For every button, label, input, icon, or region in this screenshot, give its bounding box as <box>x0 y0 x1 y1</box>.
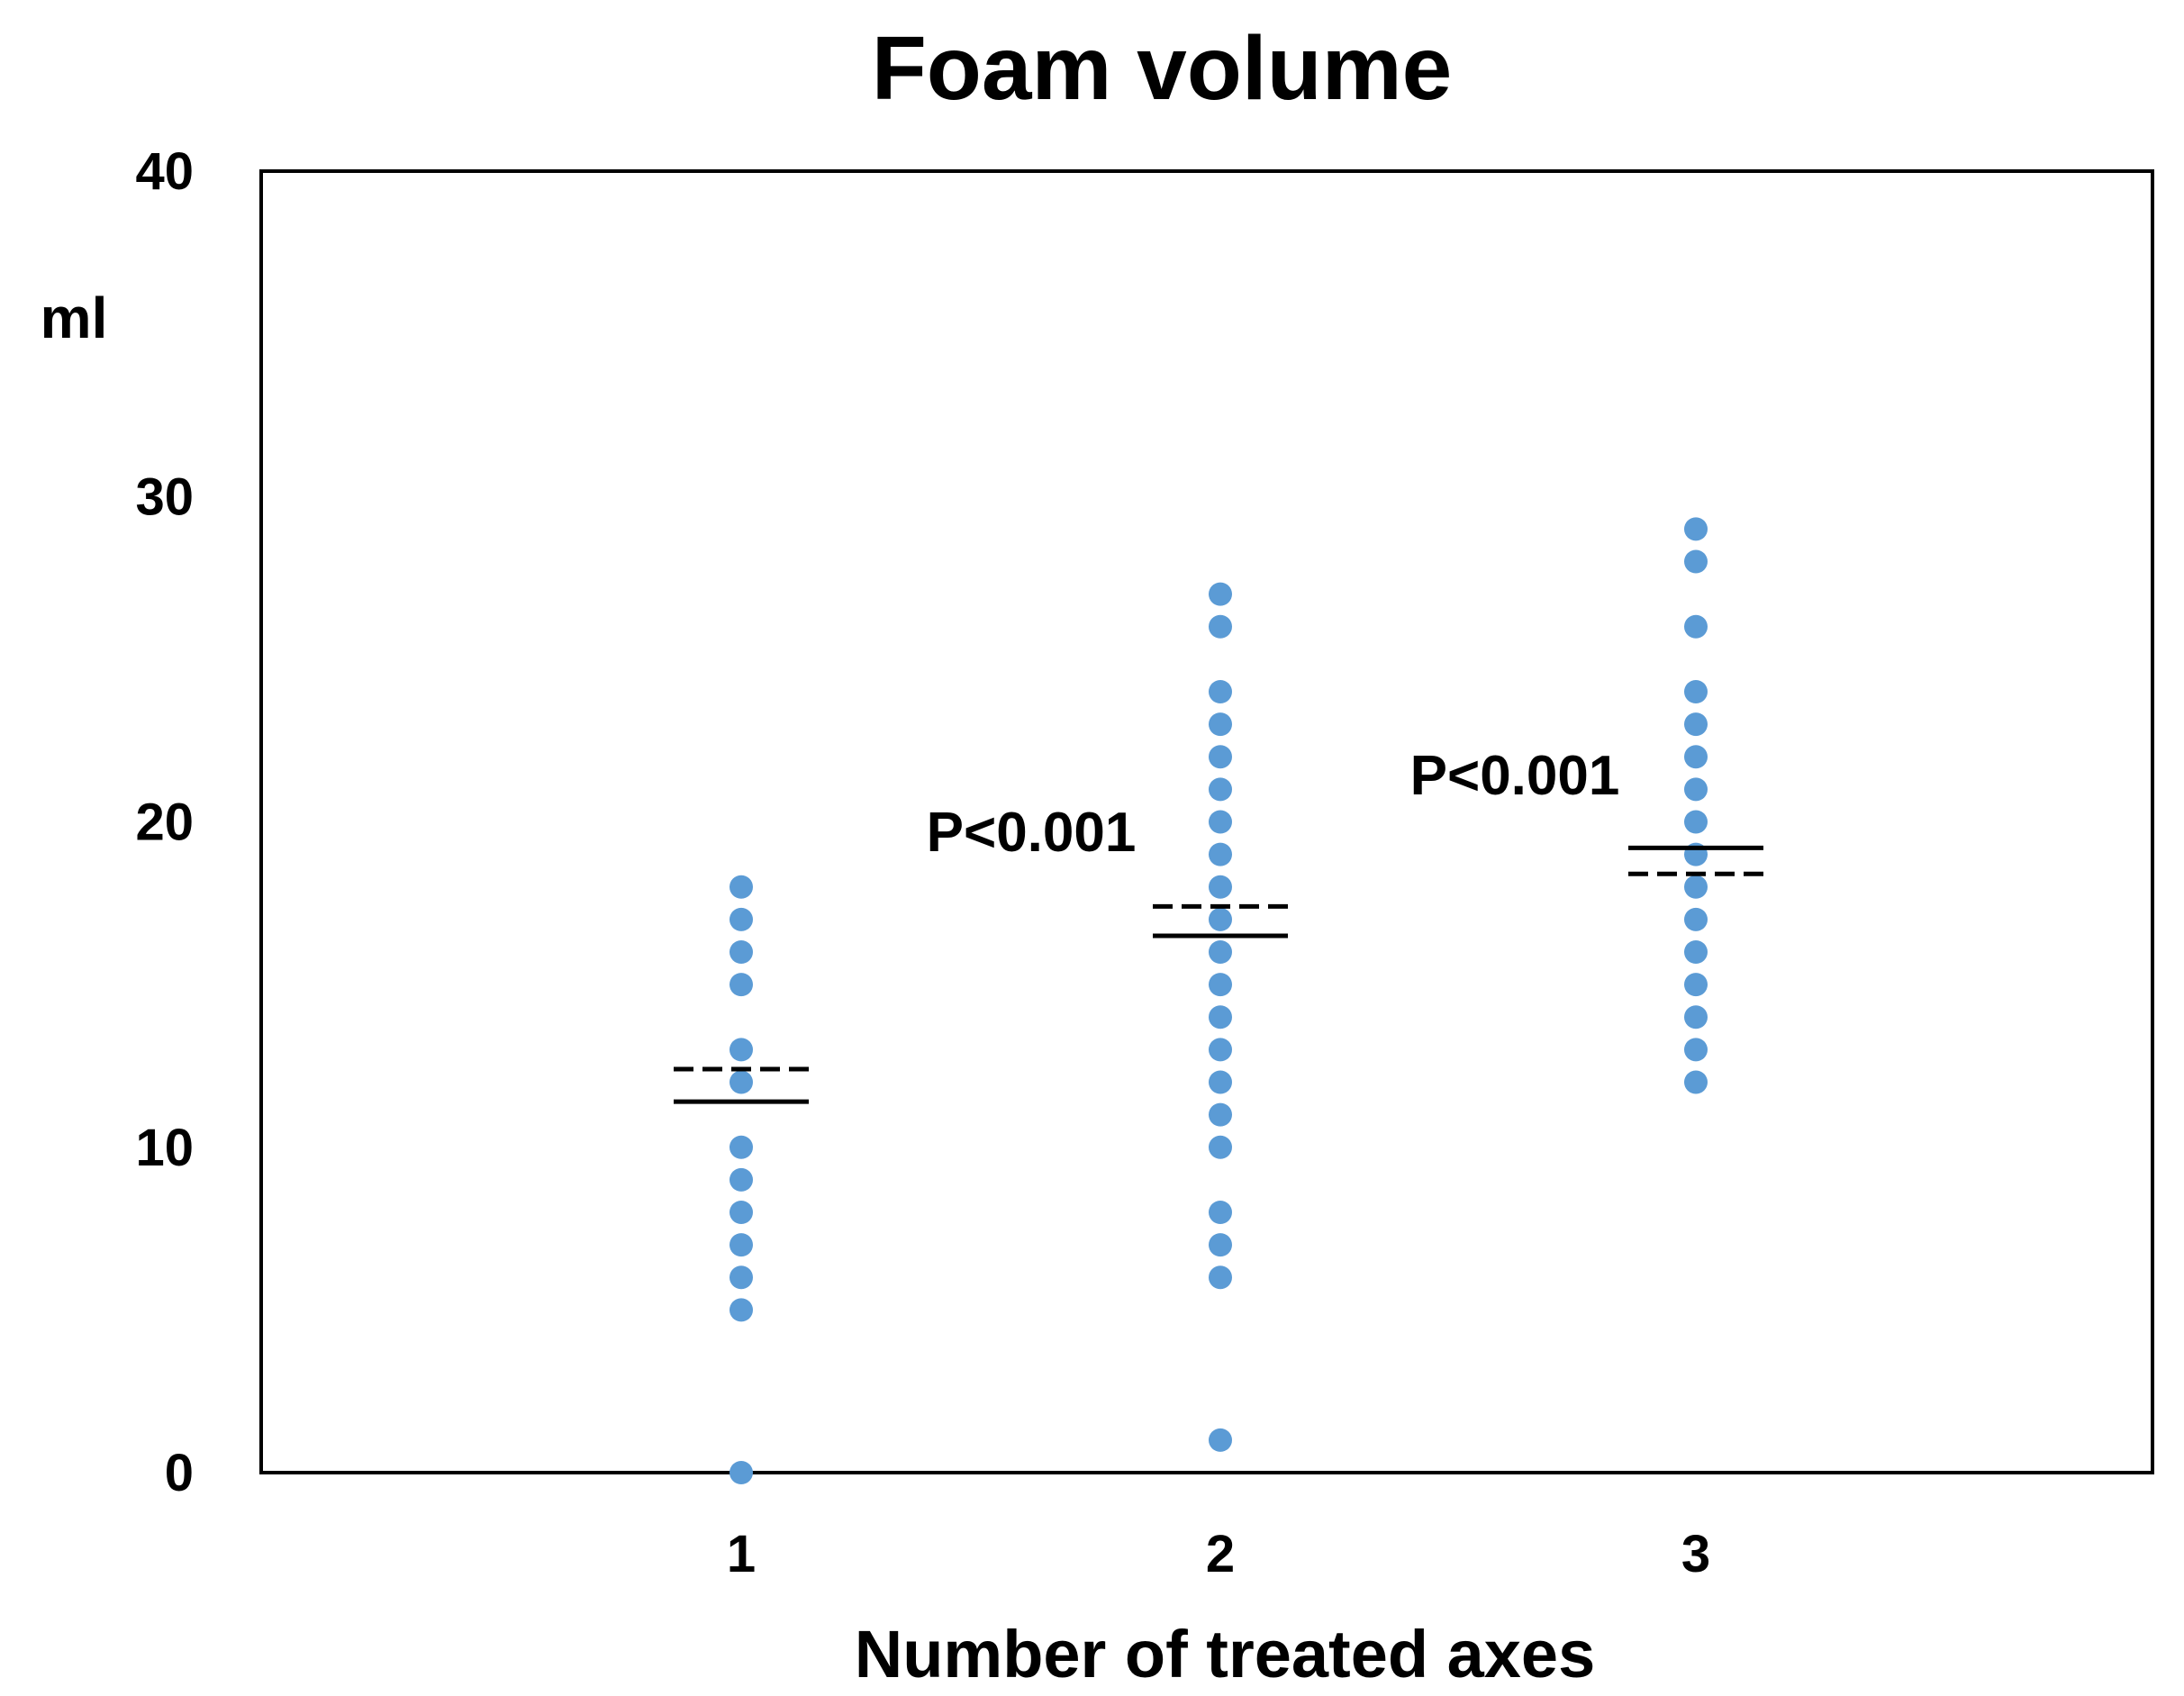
x-tick-label: 1 <box>727 1525 756 1583</box>
plot-area-frame <box>259 169 2154 1474</box>
data-point <box>1209 1070 1232 1094</box>
data-point <box>1684 712 1708 737</box>
y-axis-unit-label: ml <box>41 286 108 350</box>
data-point <box>1209 582 1232 606</box>
data-point <box>730 1461 753 1484</box>
data-point <box>1209 973 1232 997</box>
data-point <box>1209 875 1232 899</box>
data-point <box>730 1070 753 1094</box>
chart-title: Foam volume <box>872 18 1453 119</box>
data-point <box>1209 907 1232 931</box>
data-point <box>1684 745 1708 769</box>
data-point <box>730 907 753 931</box>
data-point <box>1684 973 1708 997</box>
p-value-annotation: P<0.001 <box>927 802 1137 864</box>
data-point <box>1684 810 1708 834</box>
data-points <box>730 517 1708 1484</box>
data-point <box>1209 745 1232 769</box>
y-tick-label: 40 <box>135 142 194 201</box>
data-point <box>1684 940 1708 964</box>
data-point <box>1209 1135 1232 1159</box>
data-point <box>1684 907 1708 931</box>
data-point <box>1209 810 1232 834</box>
data-point <box>1209 940 1232 964</box>
p-value-annotation: P<0.001 <box>1410 745 1620 807</box>
data-point <box>1684 549 1708 574</box>
data-point <box>1209 1005 1232 1029</box>
data-point <box>1209 1038 1232 1062</box>
data-point <box>1209 614 1232 639</box>
x-tick-label: 3 <box>1681 1525 1710 1583</box>
y-tick-label: 30 <box>135 467 194 526</box>
y-tick-label: 0 <box>165 1444 194 1502</box>
data-point <box>730 875 753 899</box>
data-point <box>1684 680 1708 703</box>
data-point <box>730 1233 753 1257</box>
data-point <box>1209 842 1232 866</box>
data-point <box>730 1135 753 1159</box>
data-point <box>730 1298 753 1322</box>
x-tick-labels: 1 2 3 <box>727 1525 1710 1583</box>
data-point <box>1209 777 1232 802</box>
x-tick-label: 2 <box>1206 1525 1235 1583</box>
data-point <box>1209 712 1232 737</box>
data-point <box>1209 1201 1232 1224</box>
summary-lines <box>674 845 1763 1104</box>
data-point <box>730 940 753 964</box>
data-point <box>1209 1102 1232 1127</box>
data-point <box>730 1167 753 1192</box>
data-point <box>1209 1233 1232 1257</box>
data-point <box>1684 614 1708 639</box>
data-point <box>730 1038 753 1062</box>
data-point <box>1684 875 1708 899</box>
annotations: P<0.001 P<0.001 <box>927 745 1620 864</box>
x-axis-label: Number of treated axes <box>855 1617 1596 1691</box>
data-point <box>730 973 753 997</box>
data-point <box>1684 1070 1708 1094</box>
y-tick-label: 20 <box>135 794 194 852</box>
data-point <box>1209 1265 1232 1290</box>
data-point <box>730 1201 753 1224</box>
data-point <box>1209 680 1232 703</box>
data-point <box>1684 1038 1708 1062</box>
data-point <box>1684 1005 1708 1029</box>
data-point <box>1684 777 1708 802</box>
data-point <box>1209 1428 1232 1452</box>
data-point <box>730 1265 753 1290</box>
y-tick-labels: 0 10 20 30 40 <box>135 142 194 1502</box>
y-tick-label: 10 <box>135 1119 194 1177</box>
data-point <box>1684 517 1708 541</box>
